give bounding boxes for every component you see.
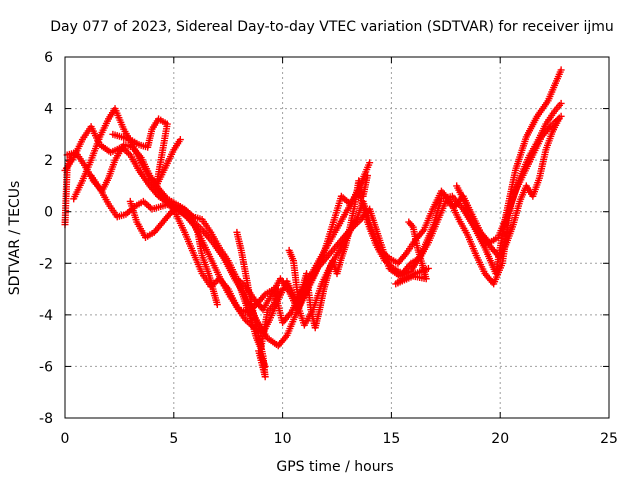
x-tick-label: 25 [600, 431, 618, 447]
y-tick-label: 2 [44, 153, 53, 169]
y-tick-label: -6 [39, 359, 53, 375]
series-track-5 [109, 115, 184, 190]
chart-title: Day 077 of 2023, Sidereal Day-to-day VTE… [50, 19, 614, 35]
data-point [68, 151, 76, 159]
series-track-11 [453, 115, 563, 262]
x-tick-label: 5 [169, 431, 178, 447]
x-tick-label: 0 [61, 431, 70, 447]
series-track-9 [285, 172, 371, 332]
x-tick-label: 15 [382, 431, 400, 447]
axis-ticks: 0 5 10 15 20 25 -8 -6 -4 -2 0 2 4 6 [39, 50, 618, 447]
data-point [555, 115, 563, 123]
data-point [274, 285, 282, 293]
series-track-6 [126, 197, 221, 309]
y-tick-label: 6 [44, 50, 53, 66]
series-track-4 [87, 159, 374, 327]
data-point [557, 99, 565, 107]
series-track-12 [61, 151, 76, 229]
y-tick-label: -4 [39, 308, 53, 324]
data-point [557, 66, 565, 74]
data-point [363, 172, 371, 180]
data-point [261, 362, 269, 370]
y-tick-label: 0 [44, 205, 53, 221]
data-point [213, 301, 221, 309]
y-tick-label: -2 [39, 256, 53, 272]
x-tick-label: 10 [274, 431, 292, 447]
y-axis-label: SDTVAR / TECUs [7, 181, 23, 296]
data-points [61, 66, 565, 381]
series-track-10 [392, 218, 432, 288]
series-track-3 [70, 99, 565, 337]
x-axis-label: GPS time / hours [276, 459, 393, 475]
y-tick-label: 4 [44, 102, 53, 118]
plot-frame [64, 56, 610, 419]
data-point [424, 264, 432, 272]
x-tick-label: 20 [491, 431, 509, 447]
y-tick-label: -8 [39, 411, 53, 427]
data-point [176, 136, 184, 144]
series-track-8 [235, 280, 282, 352]
data-point [366, 159, 374, 167]
